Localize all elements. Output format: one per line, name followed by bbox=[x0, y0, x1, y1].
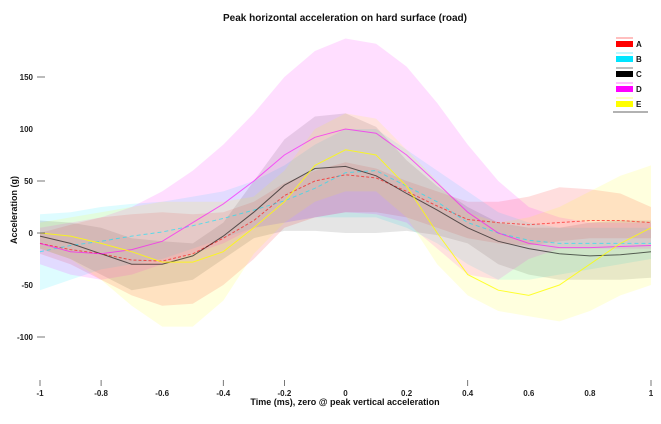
x-tick-label: -1 bbox=[36, 389, 44, 398]
y-tick-label: 0 bbox=[29, 229, 34, 238]
x-tick-label: 0.6 bbox=[523, 389, 535, 398]
y-tick-label: -100 bbox=[17, 333, 34, 342]
y-tick-label: 50 bbox=[24, 177, 33, 186]
legend-label-D: D bbox=[636, 85, 642, 94]
chart-title: Peak horizontal acceleration on hard sur… bbox=[223, 13, 467, 24]
lines-layer bbox=[39, 128, 652, 296]
legend-label-B: B bbox=[636, 55, 642, 64]
line-B bbox=[39, 170, 651, 253]
line-C bbox=[39, 165, 652, 265]
legend-swatch-B bbox=[616, 56, 633, 62]
legend-label-C: C bbox=[636, 70, 642, 79]
band-A bbox=[40, 162, 651, 306]
legend-swatch-E bbox=[616, 101, 633, 107]
x-tick-label: 0.2 bbox=[401, 389, 413, 398]
legend-swatch-D bbox=[616, 86, 633, 92]
x-tick-label: -0.2 bbox=[278, 389, 292, 398]
x-axis-label: Time (ms), zero @ peak vertical accelera… bbox=[250, 397, 439, 407]
band-C bbox=[40, 113, 651, 291]
y-axis: 150 100 50 0 -50 -100 bbox=[17, 73, 45, 342]
x-tick-label: 0.4 bbox=[462, 389, 474, 398]
x-axis: -1 -0.8 -0.6 -0.4 -0.2 0 0.2 0.4 0.6 0.8 1 bbox=[36, 380, 654, 398]
y-tick-label: 100 bbox=[20, 125, 34, 134]
band-D bbox=[40, 38, 651, 280]
legend-swatch-A bbox=[616, 41, 633, 47]
x-tick-label: -0.8 bbox=[94, 389, 108, 398]
band-B bbox=[40, 129, 651, 291]
x-tick-label: 0.8 bbox=[584, 389, 596, 398]
y-tick-label: 150 bbox=[20, 73, 34, 82]
x-tick-label: 1 bbox=[649, 389, 654, 398]
line-E bbox=[39, 149, 652, 296]
legend-label-A: A bbox=[636, 40, 642, 49]
bands-layer bbox=[40, 38, 651, 327]
x-tick-label: -0.6 bbox=[155, 389, 169, 398]
band-E bbox=[40, 113, 651, 327]
y-axis-label: Acceleration (g) bbox=[9, 176, 19, 244]
x-tick-label: -0.4 bbox=[216, 389, 230, 398]
line-D bbox=[39, 128, 652, 255]
legend-label-E: E bbox=[636, 100, 642, 109]
line-A bbox=[39, 174, 652, 262]
y-tick-label: -50 bbox=[21, 281, 33, 290]
legend-swatch-C bbox=[616, 71, 633, 77]
x-tick-label: 0 bbox=[343, 389, 348, 398]
